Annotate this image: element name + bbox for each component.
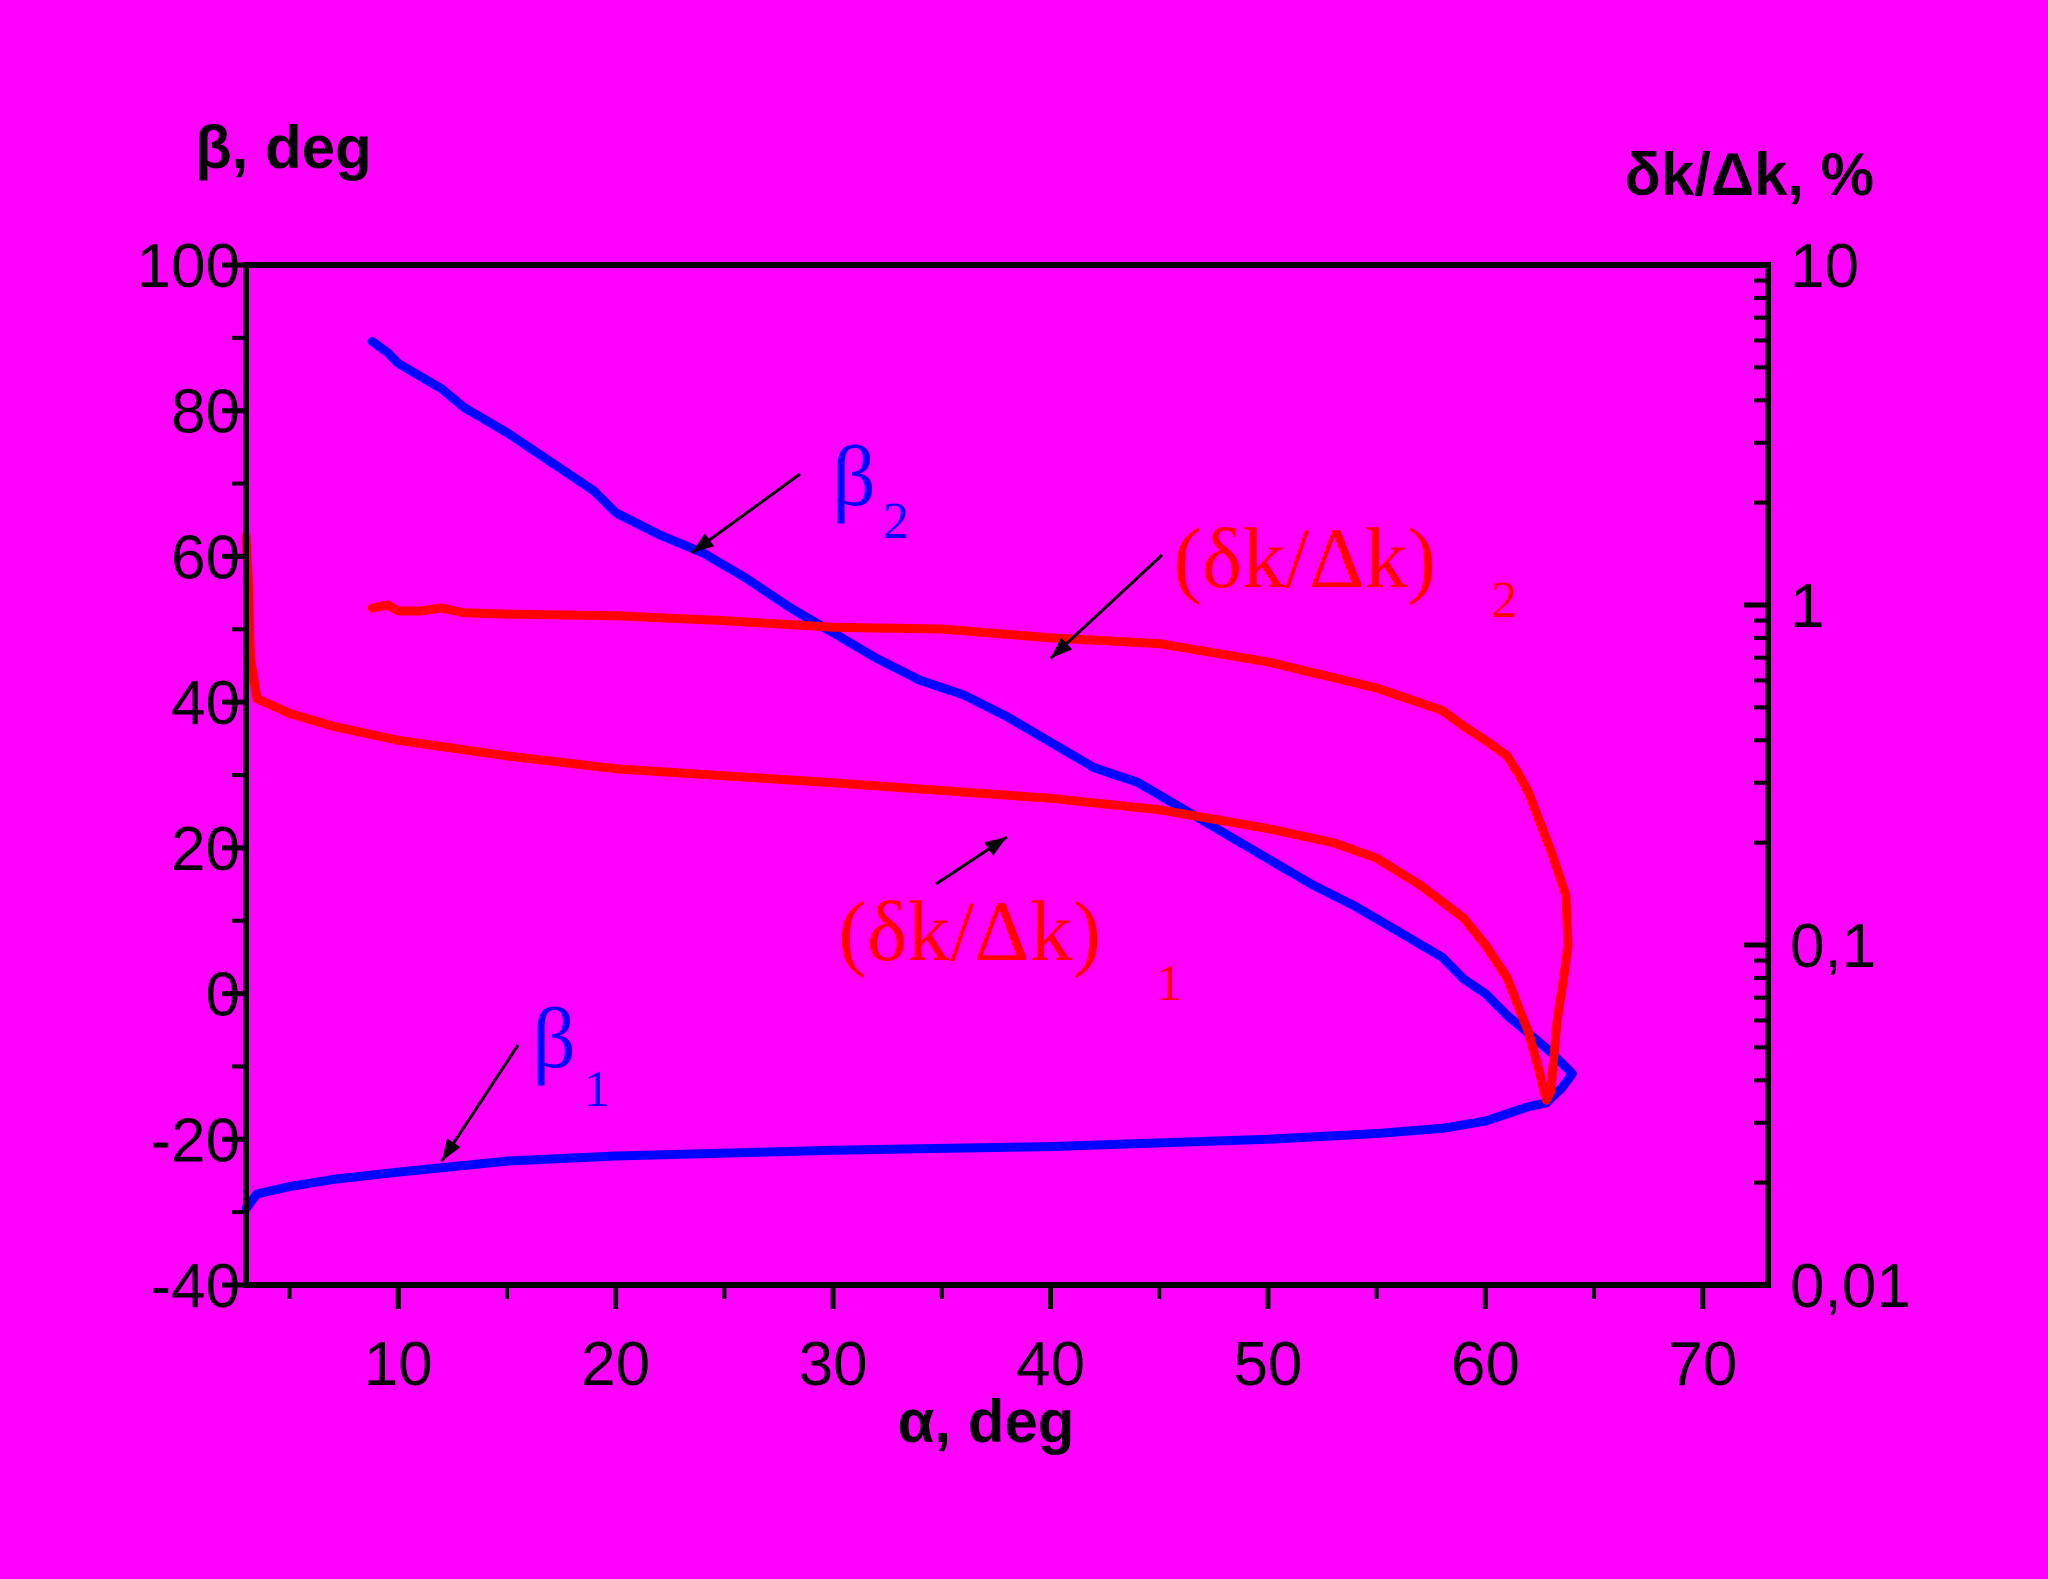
x-tick-label: 60 xyxy=(1451,1330,1520,1399)
annotation-k-k-1: (δk/Δk) xyxy=(838,883,1101,979)
annotation-sub-1: 1 xyxy=(584,1061,610,1118)
series-line-1 xyxy=(367,337,1577,1108)
y-left-tick-label: 20 xyxy=(171,815,240,884)
annotation-1: β xyxy=(532,990,576,1086)
y-right-tick-label: 1 xyxy=(1790,572,1824,641)
x-tick-label: 40 xyxy=(1016,1330,1085,1399)
y-right-axis-title: δk/Δk, % xyxy=(1624,141,1874,208)
annotation-arrow-k-k-2 xyxy=(1049,553,1164,660)
annotation-k-k-2: (δk/Δk) xyxy=(1173,510,1436,606)
y-right-tick-label: 10 xyxy=(1790,232,1859,301)
x-tick-label: 20 xyxy=(581,1330,650,1399)
y-left-tick-label: 40 xyxy=(171,669,240,738)
annotation-arrow-2 xyxy=(690,472,801,554)
series-line-3 xyxy=(367,600,1573,1105)
x-tick-label: 30 xyxy=(799,1330,868,1399)
annotation-sub-k-k-2: 2 xyxy=(1491,572,1517,629)
annotation-arrow-1 xyxy=(440,1044,520,1162)
series-line-4 xyxy=(241,531,1551,1105)
y-left-tick-label: 60 xyxy=(171,523,240,592)
x-tick-label: 10 xyxy=(364,1330,433,1399)
annotation-2: β xyxy=(832,428,876,524)
y-left-axis-title: β, deg xyxy=(195,114,372,181)
y-right-tick-label: 0,01 xyxy=(1790,1252,1911,1321)
annotation-arrowhead-2 xyxy=(691,533,715,553)
y-left-tick-label: 100 xyxy=(137,232,240,301)
chart-series xyxy=(241,337,1577,1213)
annotation-arrowhead-k-k-1 xyxy=(984,836,1007,856)
series-line-2 xyxy=(241,1098,1551,1213)
x-tick-label: 50 xyxy=(1233,1330,1302,1399)
axis-ticks: 10 20 30 40 50 60 70 -40 -20 0 20 40 60 80 100 0,01 0,1 1… xyxy=(137,232,1911,1399)
annotation-sub-2: 2 xyxy=(883,493,909,550)
annotation-sub-k-k-1: 1 xyxy=(1156,955,1182,1012)
y-left-tick-label: 80 xyxy=(171,378,240,447)
annotation-arrowhead-k-k-2 xyxy=(1050,637,1073,659)
y-left-tick-label: -40 xyxy=(150,1252,240,1321)
x-axis-title: α, deg xyxy=(898,1388,1075,1455)
y-right-tick-label: 0,1 xyxy=(1790,912,1876,981)
annotation-arrowhead-1 xyxy=(441,1138,461,1162)
y-left-tick-label: -20 xyxy=(150,1106,240,1175)
x-tick-label: 70 xyxy=(1668,1330,1737,1399)
chart-annotations: β 2β1(δk/Δk) 2(δk/Δk)1 xyxy=(440,428,1517,1162)
y-left-tick-label: 0 xyxy=(206,961,240,1030)
